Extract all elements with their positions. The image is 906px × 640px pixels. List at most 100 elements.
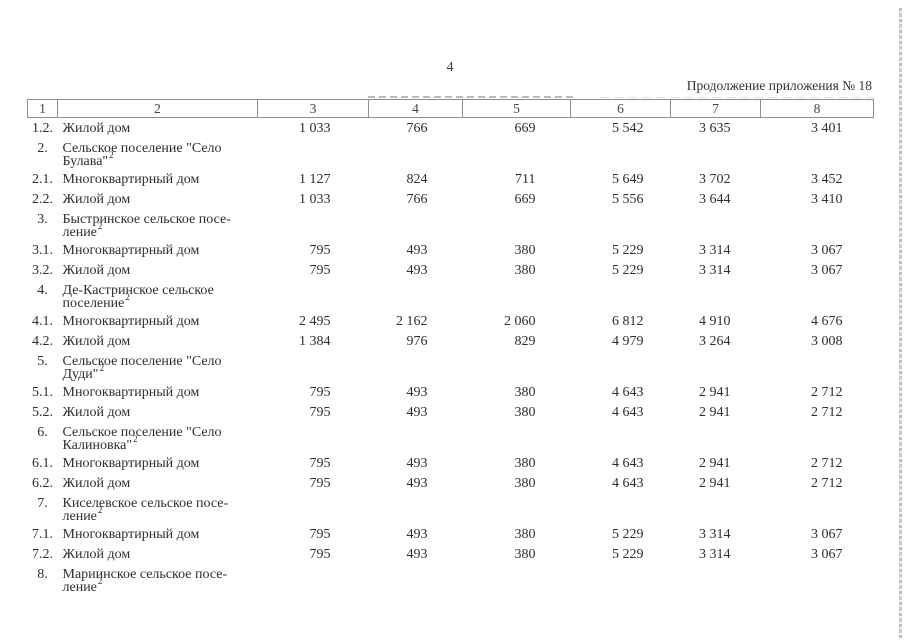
value-cell [258, 493, 369, 524]
value-cell: 795 [309, 384, 331, 400]
value-cell: 3 410 [811, 191, 843, 207]
value-cell: 3 264 [699, 333, 731, 349]
value-cell [671, 209, 761, 240]
value-cell [671, 564, 761, 595]
row-name-cell: Жилой дом [62, 262, 131, 278]
value-cell [671, 280, 761, 311]
value-cell: 5 542 [612, 121, 644, 136]
value-cell: 5 229 [612, 242, 644, 258]
value-cell: 3 314 [699, 546, 731, 562]
value-cell: 829 [514, 333, 536, 349]
table-row: 3. Быстринское сельское посе-ление2 [28, 209, 874, 240]
value-cell [761, 493, 874, 524]
value-cell: 766 [406, 191, 428, 207]
value-cell: 5 556 [612, 191, 644, 207]
value-cell [258, 209, 369, 240]
value-cell [671, 493, 761, 524]
row-name-cell: Сельское поселение "Село Булава"2 [62, 140, 222, 169]
row-name-cell: Многоквартирный дом [62, 242, 200, 258]
value-cell: 4 979 [612, 333, 644, 349]
row-name-cell: Жилой дом [62, 404, 131, 420]
value-cell [369, 138, 463, 169]
value-cell: 493 [406, 404, 428, 420]
value-cell: 5 229 [612, 262, 644, 278]
value-cell: 3 067 [811, 546, 843, 562]
value-cell: 3 635 [699, 121, 731, 136]
value-cell: 766 [406, 121, 428, 136]
value-cell: 824 [406, 171, 428, 187]
header-cell: 1 [27, 99, 58, 118]
footnote-superscript: 2 [97, 505, 103, 516]
value-cell: 6 812 [612, 313, 644, 329]
value-cell: 1 033 [299, 191, 331, 207]
value-cell: 2 712 [811, 455, 843, 471]
row-number-cell: 2.2. [32, 191, 53, 207]
value-cell: 380 [514, 384, 536, 400]
footnote-superscript: 2 [97, 221, 103, 232]
value-cell: 5 229 [612, 546, 644, 562]
row-number-cell: 3.2. [32, 262, 53, 278]
value-cell [671, 422, 761, 453]
value-cell: 2 941 [699, 384, 731, 400]
row-name-cell: Сельское поселение "Село Дуди"2 [62, 353, 222, 382]
row-number-cell: 7.1. [32, 526, 53, 542]
value-cell: 1 033 [299, 121, 331, 136]
value-cell: 380 [514, 262, 536, 278]
value-cell [761, 351, 874, 382]
value-cell: 4 643 [612, 384, 644, 400]
value-cell: 3 067 [811, 262, 843, 278]
header-cell: 6 [570, 99, 671, 118]
scan-smudge-artifact [368, 96, 573, 98]
table-row: 6.2. Жилой дом 795 493 380 4 643 2 941 2 712 [28, 473, 874, 493]
row-number-cell: 5.2. [32, 404, 53, 420]
scan-smudge-artifact-light [600, 97, 875, 98]
row-number-cell: 5. [37, 353, 48, 369]
table-row: 2.2. Жилой дом 1 033 766 669 5 556 3 644 3 410 [28, 189, 874, 209]
value-cell [671, 351, 761, 382]
row-number-cell: 5.1. [32, 384, 53, 400]
value-cell: 711 [515, 171, 536, 187]
row-name-cell: Многоквартирный дом [62, 455, 200, 471]
value-cell: 795 [309, 262, 331, 278]
value-cell: 5 649 [612, 171, 644, 187]
value-cell: 1 127 [299, 171, 331, 187]
value-cell: 380 [514, 546, 536, 562]
table-row: 2.1. Многоквартирный дом 1 127 824 711 5 649 3… [28, 169, 874, 189]
value-cell: 795 [309, 546, 331, 562]
value-cell [571, 280, 671, 311]
row-name-cell: Жилой дом [62, 333, 131, 349]
row-name-cell: Многоквартирный дом [62, 384, 200, 400]
value-cell: 3 401 [811, 121, 843, 136]
value-cell: 380 [514, 404, 536, 420]
value-cell: 2 495 [299, 313, 331, 329]
row-number-cell: 2. [37, 140, 48, 156]
row-number-cell: 4. [37, 282, 48, 298]
value-cell: 2 941 [699, 455, 731, 471]
value-cell [369, 209, 463, 240]
row-name-cell: Киселевское сельское посе-ление2 [62, 495, 229, 524]
header-cell: 2 [57, 99, 258, 118]
value-cell: 3 452 [811, 171, 843, 187]
value-cell: 5 229 [612, 526, 644, 542]
table-row: 5.1. Многоквартирный дом 795 493 380 4 643 2 9… [28, 382, 874, 402]
table-row: 3.1. Многоквартирный дом 795 493 380 5 229 3 3… [28, 240, 874, 260]
value-cell [571, 138, 671, 169]
value-cell: 493 [406, 455, 428, 471]
value-cell: 3 067 [811, 526, 843, 542]
scan-edge-artifact [899, 8, 902, 638]
value-cell [369, 351, 463, 382]
table-row: 7.1. Многоквартирный дом 795 493 380 5 229 3 3… [28, 524, 874, 544]
value-cell [369, 422, 463, 453]
row-name-cell: Жилой дом [62, 546, 131, 562]
value-cell: 493 [406, 262, 428, 278]
table-row: 7. Киселевское сельское посе-ление2 [28, 493, 874, 524]
value-cell: 4 643 [612, 475, 644, 491]
value-cell: 669 [514, 191, 536, 207]
value-cell [571, 209, 671, 240]
row-name-cell: Быстринское сельское посе-ление2 [62, 211, 231, 240]
value-cell: 3 067 [811, 242, 843, 258]
value-cell [571, 564, 671, 595]
table-row: 4. Де-Кастринское сельское поселение2 [28, 280, 874, 311]
